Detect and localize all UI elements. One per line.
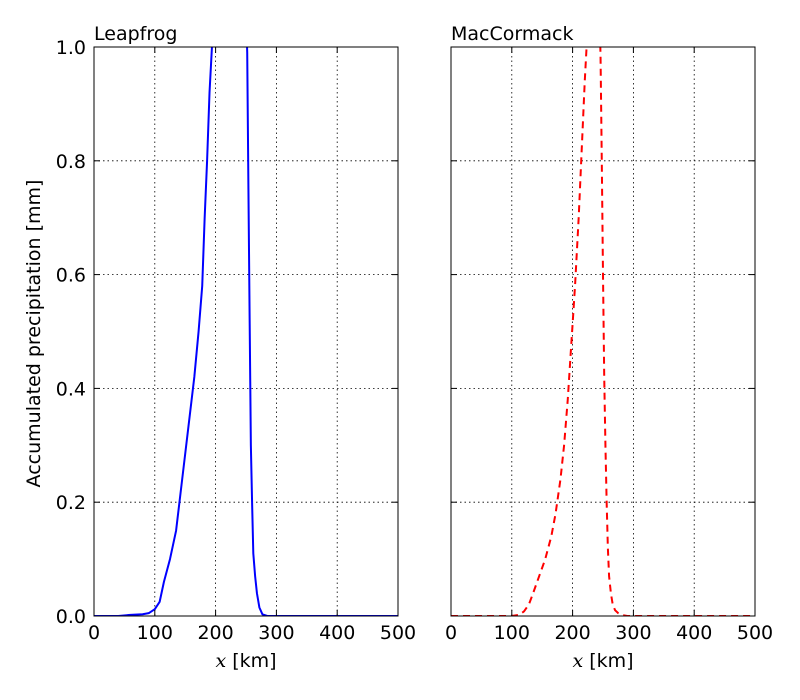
y-tick-label: 0.8 (56, 151, 86, 173)
x-axis-variable: x (215, 650, 226, 672)
x-tick-label: 400 (676, 622, 712, 644)
y-tick-label: 0.0 (56, 606, 86, 628)
x-tick-label: 500 (380, 622, 416, 644)
y-tick-label: 0.2 (56, 492, 86, 514)
plot-frame (93, 46, 399, 617)
y-axis-label: Accumulated precipitation [mm] (23, 180, 45, 488)
series-layer (94, 47, 398, 616)
tick-layer: 0 100 200 300 400 500 0.0 0.2 0.4 0.6 0.8 1.0 (56, 37, 416, 644)
panel-maccormack: 0 100 200 300 400 500 MacCormack x [km] (445, 23, 773, 672)
x-tick-label: 400 (319, 622, 355, 644)
x-axis-variable: x (572, 650, 583, 672)
panel-title: Leapfrog (94, 23, 177, 45)
x-tick-label: 0 (445, 622, 457, 644)
x-tick-label: 300 (258, 622, 294, 644)
series-layer (451, 47, 755, 616)
x-tick-label: 0 (88, 622, 100, 644)
grid-lines (451, 47, 755, 616)
x-axis-unit: [km] (583, 650, 633, 672)
y-tick-label: 0.4 (56, 378, 86, 400)
panel-leapfrog: 0 100 200 300 400 500 0.0 0.2 0.4 0.6 0.8 1.0 Leapf… (23, 23, 416, 672)
x-tick-label: 300 (615, 622, 651, 644)
plot-frame (450, 46, 756, 617)
x-tick-label: 500 (737, 622, 773, 644)
y-tick-label: 1.0 (56, 37, 86, 59)
series-line (94, 47, 398, 616)
x-axis-label: x [km] (572, 650, 633, 672)
x-tick-label: 200 (197, 622, 233, 644)
grid-lines (94, 47, 398, 616)
y-tick-label: 0.6 (56, 265, 86, 287)
x-axis-label: x [km] (215, 650, 276, 672)
panel-title: MacCormack (451, 23, 573, 45)
tick-layer: 0 100 200 300 400 500 (445, 46, 773, 644)
series-line (451, 47, 755, 616)
x-tick-label: 100 (137, 622, 173, 644)
x-tick-label: 100 (494, 622, 530, 644)
x-axis-unit: [km] (226, 650, 276, 672)
x-tick-label: 200 (554, 622, 590, 644)
